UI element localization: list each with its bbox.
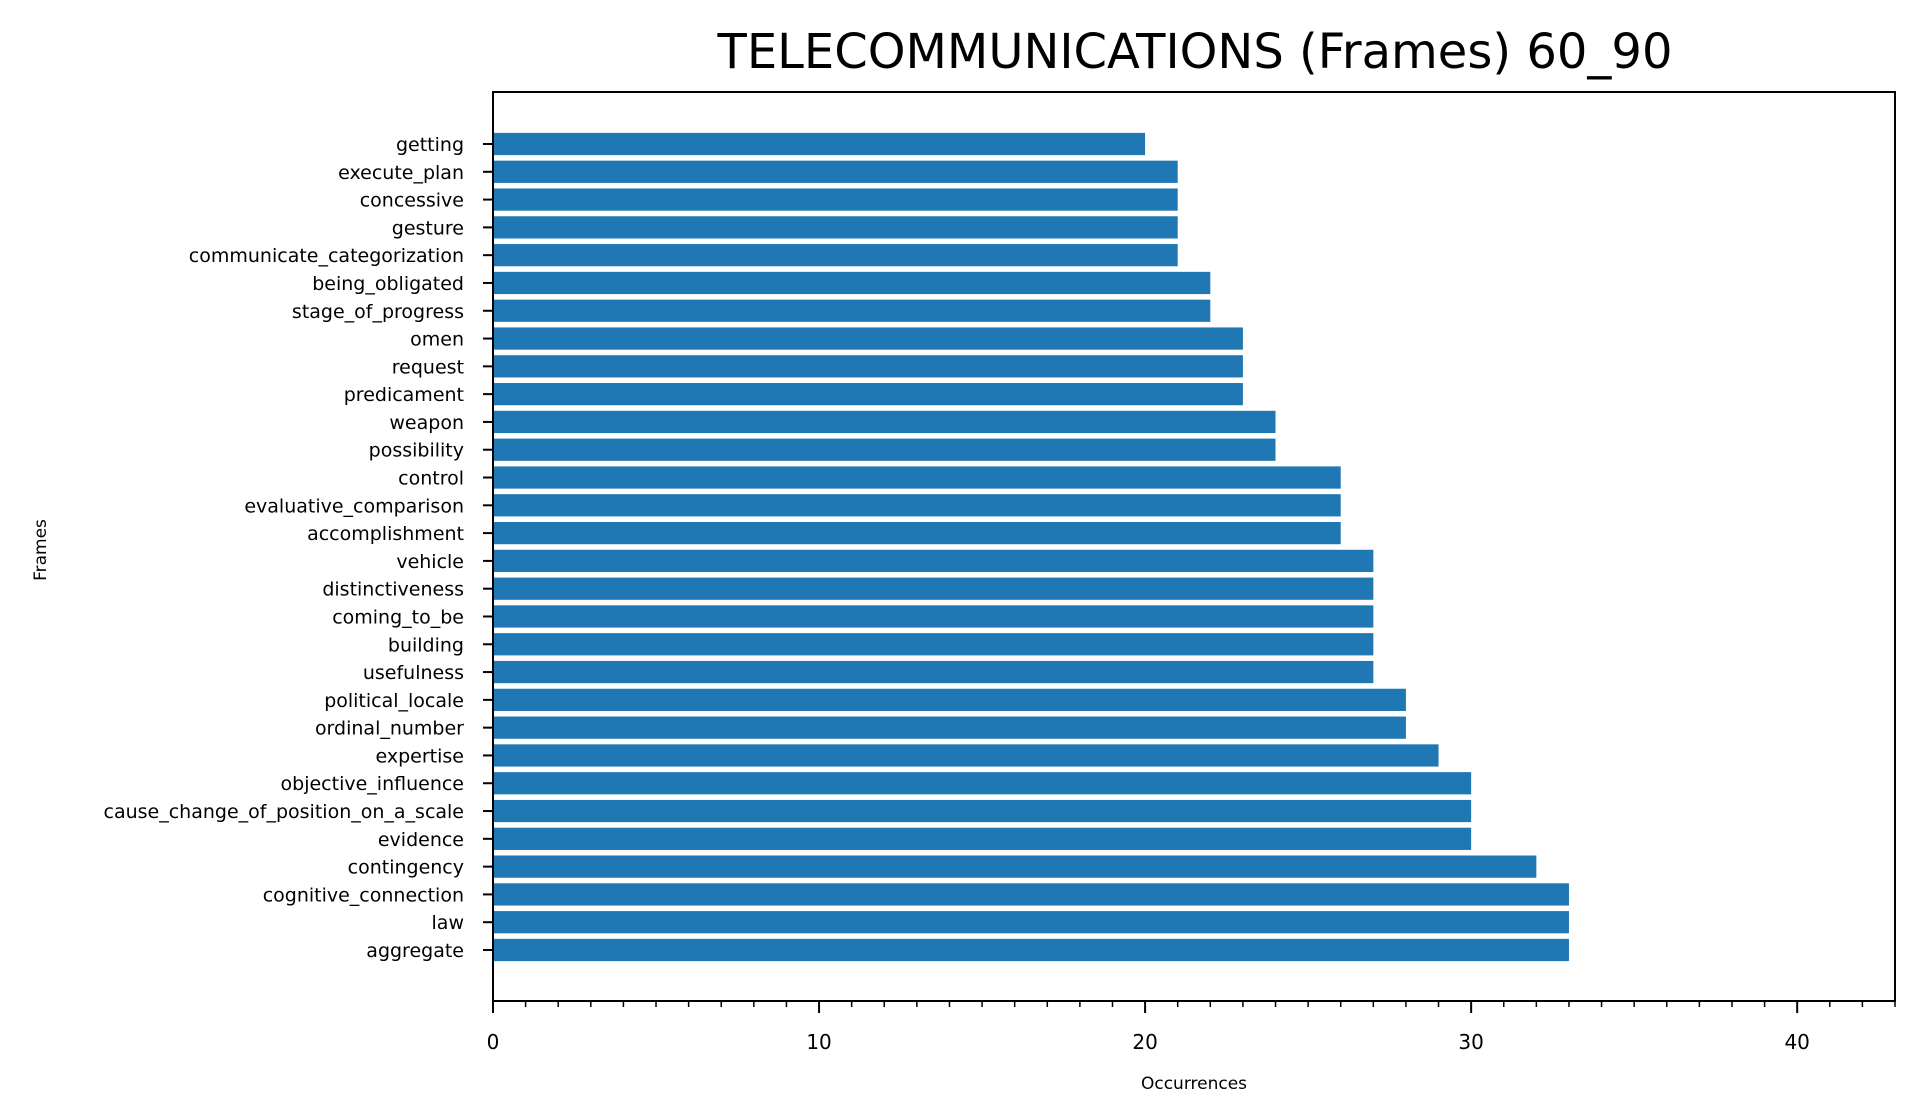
y-tick-label: request — [392, 356, 464, 378]
bar — [493, 911, 1569, 934]
y-tick-label: evidence — [378, 829, 464, 851]
x-tick-label: 30 — [1458, 1030, 1483, 1054]
bar — [493, 938, 1569, 962]
y-tick-label: execute_plan — [338, 162, 464, 184]
bar — [493, 327, 1243, 350]
bar — [493, 494, 1341, 517]
x-tick-label: 20 — [1132, 1030, 1157, 1054]
bar — [493, 549, 1374, 573]
bar — [493, 160, 1178, 183]
y-axis-ticks: getting execute_plan concessive gesture comm… — [104, 134, 493, 962]
bar — [493, 244, 1178, 267]
bar — [493, 605, 1374, 628]
bar — [493, 521, 1341, 545]
bar — [493, 271, 1211, 295]
y-tick-label: accomplishment — [307, 523, 464, 545]
y-tick-label: omen — [410, 329, 464, 351]
y-tick-label: aggregate — [366, 940, 464, 962]
y-tick-label: cognitive_connection — [263, 884, 464, 906]
bar — [493, 688, 1406, 711]
x-axis-label: Occurrences — [1141, 1074, 1247, 1094]
bar — [493, 744, 1439, 767]
plot-area-frame — [492, 91, 1896, 1002]
y-tick-label: control — [398, 468, 464, 490]
y-tick-label: distinctiveness — [322, 579, 464, 601]
bar — [493, 799, 1472, 823]
y-tick-label: being_obligated — [312, 273, 464, 295]
bar — [493, 883, 1569, 906]
y-tick-label: building — [388, 634, 464, 656]
bar — [493, 216, 1178, 239]
y-tick-label: stage_of_progress — [292, 301, 464, 323]
bar — [493, 827, 1472, 850]
bar — [493, 716, 1406, 739]
x-tick-label: 10 — [806, 1030, 831, 1054]
y-axis-label: Frames — [31, 519, 51, 581]
x-tick-label: 0 — [487, 1030, 500, 1054]
bar — [493, 188, 1178, 211]
bar — [493, 438, 1276, 461]
y-tick-label: concessive — [360, 190, 464, 212]
bar — [493, 466, 1341, 489]
bar — [493, 772, 1472, 795]
y-tick-label: weapon — [389, 412, 464, 434]
bar — [493, 633, 1374, 656]
bar — [493, 410, 1276, 434]
x-tick-label: 40 — [1784, 1030, 1809, 1054]
y-tick-label: contingency — [348, 857, 464, 879]
bar — [493, 660, 1374, 684]
y-tick-label: ordinal_number — [315, 718, 464, 740]
y-tick-label: gesture — [392, 217, 464, 239]
x-axis-ticks: 0 10 20 30 40 — [487, 1001, 1896, 1054]
bar — [493, 132, 1146, 156]
bar — [493, 577, 1374, 600]
y-tick-label: political_locale — [324, 690, 464, 712]
y-tick-label: expertise — [376, 745, 464, 767]
bar — [493, 355, 1243, 378]
y-tick-label: predicament — [344, 384, 464, 406]
y-tick-label: evaluative_comparison — [244, 495, 464, 517]
bar — [493, 299, 1211, 322]
y-tick-label: possibility — [369, 440, 464, 462]
y-tick-label: coming_to_be — [332, 606, 464, 628]
bar — [493, 855, 1537, 878]
bars-group — [493, 132, 1569, 962]
y-tick-label: vehicle — [396, 551, 464, 573]
chart-title: TELECOMMUNICATIONS (Frames) 60_90 — [717, 24, 1673, 80]
y-tick-label: cause_change_of_position_on_a_scale — [104, 801, 464, 823]
bar — [493, 383, 1243, 406]
y-tick-label: objective_influence — [281, 773, 464, 795]
y-tick-label: communicate_categorization — [189, 245, 464, 267]
y-tick-label: getting — [396, 134, 464, 156]
y-tick-label: law — [432, 912, 464, 934]
y-tick-label: usefulness — [363, 662, 464, 684]
